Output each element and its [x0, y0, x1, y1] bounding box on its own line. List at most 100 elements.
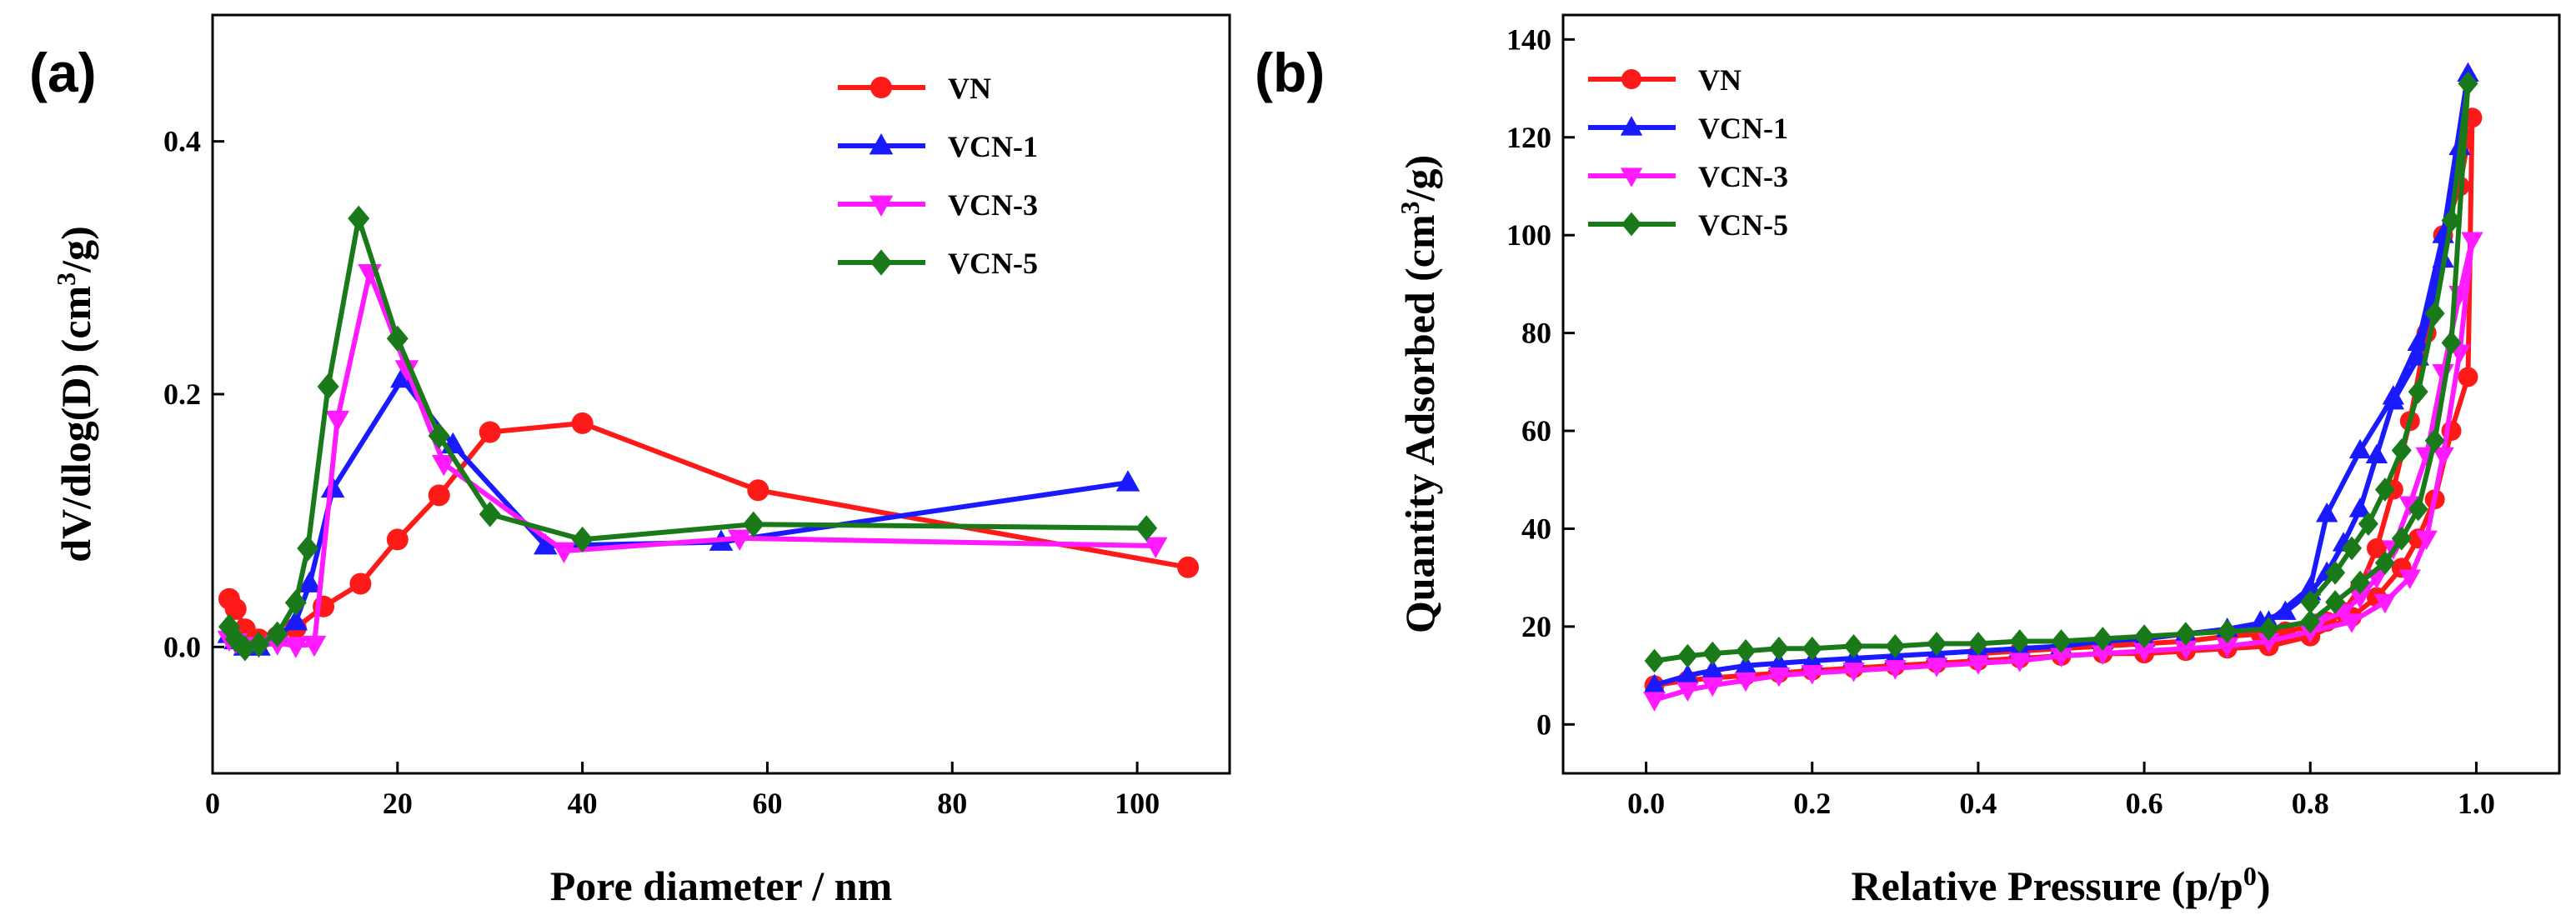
data-point-vcn-5: [1135, 515, 1158, 542]
data-point-vcn-1: [2365, 443, 2388, 463]
panel-a-x-ticks: 0 20 40 60 80 100: [205, 762, 1160, 820]
data-point-vcn-5: [2009, 629, 2030, 653]
data-point-vcn-5: [1967, 632, 1988, 656]
legend-label-vn: VN: [1698, 63, 1742, 97]
data-point-vn: [428, 484, 450, 507]
series-vcn-3: [217, 264, 1168, 658]
data-point-vcn-1: [2348, 498, 2372, 518]
panel-b-x-title-sup: 0: [2243, 861, 2257, 891]
data-point-vcn-5: [1802, 636, 1822, 661]
series-line-vcn-3: [1653, 238, 2475, 702]
data-point-vcn-5: [571, 526, 594, 553]
y-tick-label: 100: [1506, 218, 1551, 252]
data-point-vcn-5: [1736, 638, 1757, 663]
data-point-vcn-3: [1676, 682, 1699, 702]
data-point-vcn-5: [2408, 497, 2428, 522]
y-tick-label: 140: [1506, 22, 1551, 56]
panel-a-label: (a): [29, 42, 97, 103]
panel-a-y-title-sup: 3: [51, 272, 81, 286]
data-point-vcn-3: [1884, 660, 1907, 680]
data-point-vcn-1: [1734, 654, 1757, 674]
data-point-vcn-5: [2350, 570, 2370, 595]
data-point-vcn-5: [2358, 512, 2378, 536]
panel-a-x-axis-title: Pore diameter / nm: [550, 862, 893, 909]
x-tick-label: 80: [937, 787, 967, 820]
legend-label-vcn-1: VCN-1: [1698, 112, 1788, 145]
y-tick-label: 40: [1521, 512, 1551, 545]
data-point-vcn-5: [2300, 609, 2321, 634]
data-point-vcn-5: [284, 589, 307, 616]
panel-a-y-title-main: dV/dlog(D) (cm: [53, 286, 99, 562]
data-point-vcn-3: [2132, 642, 2156, 663]
data-point-vcn-5: [2424, 301, 2445, 326]
x-tick-label: 0.4: [1959, 787, 1997, 820]
panel-a-y-ticks: 0.0 0.2 0.4: [163, 125, 224, 663]
data-point-vcn-5: [2458, 71, 2478, 96]
x-tick-label: 1.0: [2458, 787, 2495, 820]
data-point-vcn-3: [2050, 648, 2072, 668]
data-point-vcn-5: [2441, 330, 2462, 355]
legend-label-vcn-1: VCN-1: [948, 130, 1038, 163]
data-point-vcn-5: [2258, 617, 2279, 642]
legend-label-vcn-3: VCN-3: [1698, 160, 1788, 193]
legend-marker-vcn-3: [1620, 168, 1643, 188]
data-point-vcn-5: [1768, 636, 1789, 661]
data-point-vcn-5: [248, 631, 270, 658]
legend-marker-vcn-3: [869, 195, 894, 217]
data-point-vcn-5: [2134, 624, 2155, 649]
panel-b-y-title-end: /g): [1396, 155, 1443, 202]
data-point-vcn-1: [2382, 390, 2405, 410]
panel-b-x-title-main: Relative Pressure (p/p: [1852, 862, 2243, 909]
data-point-vcn-1: [1115, 470, 1140, 492]
data-point-vcn-3: [1842, 662, 1865, 682]
data-point-vcn-3: [1143, 537, 1168, 558]
series-vn: [218, 412, 1200, 651]
x-tick-label: 60: [752, 787, 782, 820]
panel-b-y-axis-title: Quantity Adsorbed (cm3/g): [1395, 155, 1443, 633]
data-point-vcn-5: [2374, 478, 2395, 502]
legend-marker-vn: [870, 77, 892, 98]
legend-label-vn: VN: [948, 72, 991, 105]
panel-a-y-axis-title: dV/dlog(D) (cm3/g): [51, 226, 99, 562]
panel-b-y-title-main: Quantity Adsorbed (cm: [1396, 214, 1443, 633]
series-line-vn: [1654, 115, 2475, 688]
series-vcn-1: [217, 366, 1140, 656]
panel-b-x-axis-title: Relative Pressure (p/p0): [1852, 861, 2271, 909]
data-point-vcn-1: [298, 571, 322, 592]
panel-a-legend: VN VCN-1 VCN-3 VCN-5: [838, 72, 1038, 280]
y-tick-label: 0.0: [163, 630, 201, 663]
data-point-vcn-5: [742, 511, 764, 538]
series-vn: [1644, 108, 2483, 696]
data-point-vcn-1: [1767, 652, 1791, 672]
data-point-vcn-3: [431, 455, 456, 477]
y-tick-label: 80: [1521, 317, 1551, 350]
data-point-vcn-5: [1885, 633, 1906, 658]
data-point-vcn-5: [2325, 560, 2346, 585]
data-point-vn: [479, 421, 501, 443]
data-point-vn: [1177, 556, 1200, 578]
data-point-vcn-3: [394, 360, 419, 382]
data-point-vcn-5: [297, 535, 319, 562]
data-point-vn: [2366, 538, 2387, 558]
legend-label-vcn-5: VCN-5: [1698, 208, 1788, 242]
panel-b-frame: [1561, 13, 2561, 775]
data-point-vcn-3: [1643, 692, 1666, 712]
data-point-vcn-5: [2391, 526, 2412, 551]
data-point-vcn-5: [2217, 619, 2238, 644]
panel-b-x-title-end: ): [2257, 862, 2271, 909]
data-point-vcn-3: [1701, 677, 1724, 698]
data-point-vcn-1: [2315, 502, 2338, 522]
data-point-vcn-3: [727, 529, 752, 551]
x-tick-label: 40: [568, 787, 598, 820]
y-tick-label: 60: [1521, 414, 1551, 448]
panel-a-y-title-end: /g): [53, 226, 99, 273]
data-point-vcn-5: [266, 621, 288, 648]
y-tick-label: 120: [1506, 121, 1551, 154]
data-point-vn: [747, 479, 769, 502]
data-point-vcn-5: [2441, 208, 2462, 232]
data-point-vcn-5: [428, 422, 450, 449]
data-point-vcn-5: [479, 501, 501, 528]
data-point-vcn-3: [2216, 638, 2238, 658]
series-vcn-5: [218, 205, 1158, 662]
data-point-vcn-5: [2424, 428, 2445, 453]
